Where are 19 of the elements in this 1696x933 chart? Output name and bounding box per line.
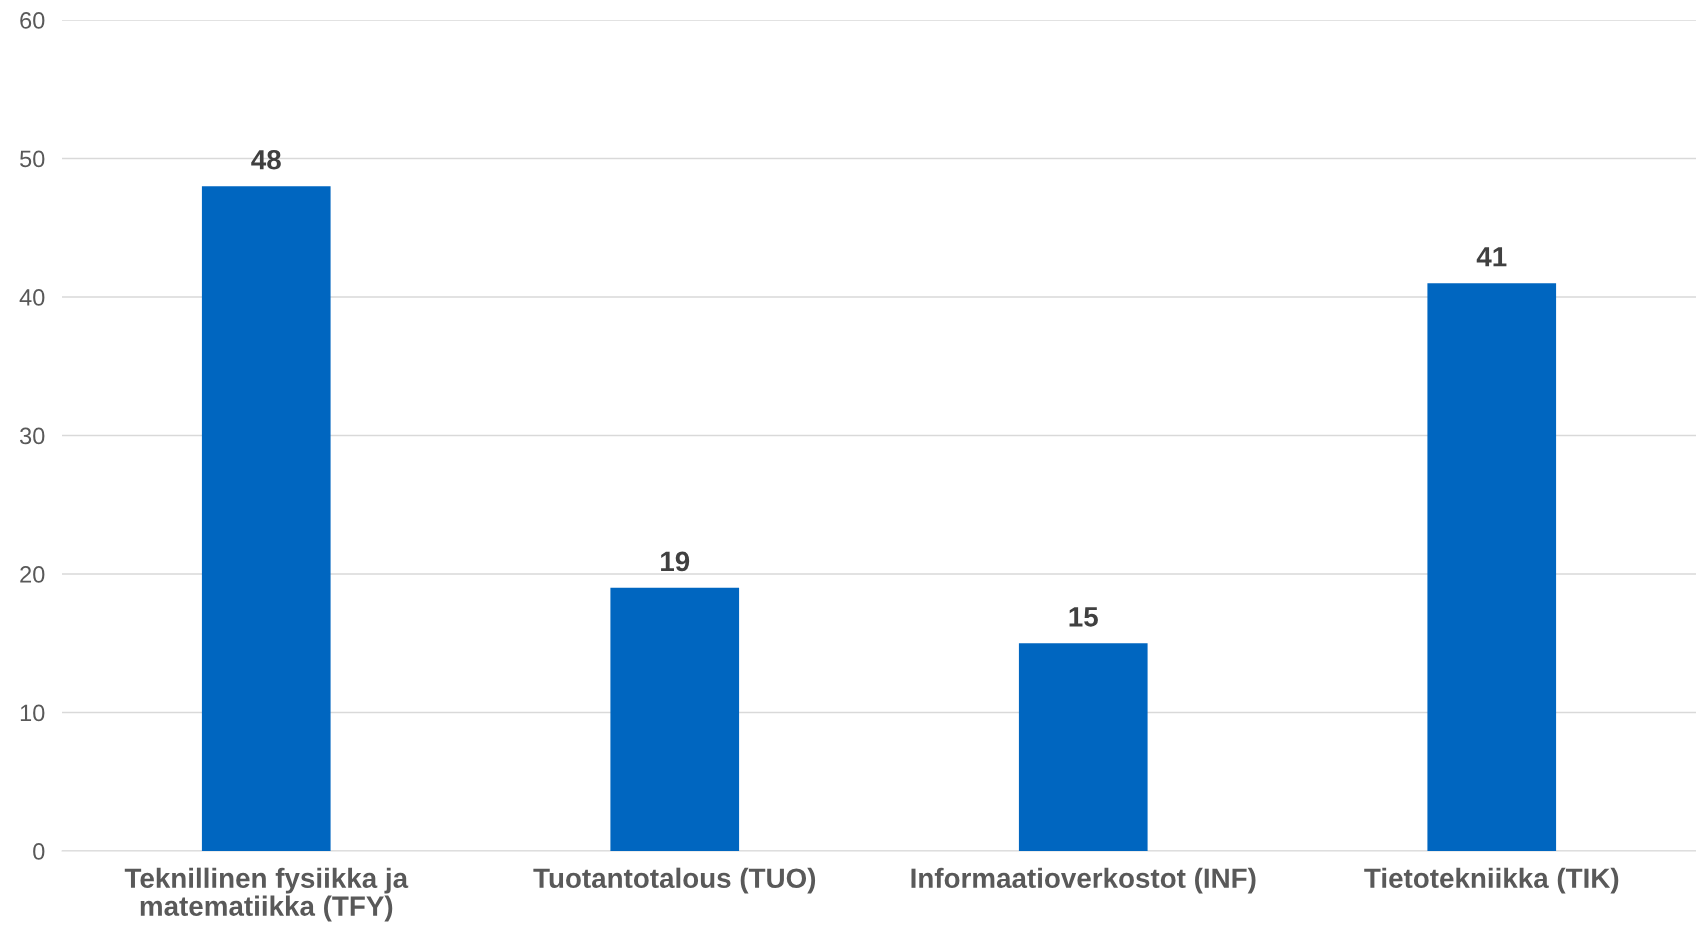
- bar: [1427, 283, 1557, 851]
- x-tick-label: Teknillinen fysiikka ja matematiikka (TFY): [124, 867, 409, 922]
- y-tick-label: 50: [20, 150, 45, 168]
- y-tick-label: 10: [20, 704, 45, 722]
- x-tick-label: Tietotekniikka (TIK): [1364, 867, 1619, 894]
- x-tick-label: Tuotantotalous (TUO): [533, 867, 816, 894]
- bar: [610, 587, 740, 851]
- data-label: 15: [1069, 607, 1098, 627]
- y-tick-label: 40: [19, 289, 45, 306]
- data-label: 41: [1476, 247, 1507, 267]
- data-label: 48: [251, 149, 281, 170]
- y-tick-label: 0: [33, 843, 45, 860]
- y-tick-label: 30: [19, 427, 45, 445]
- data-label: 19: [661, 551, 690, 572]
- x-tick-label: Informaatioverkostot (INF): [911, 867, 1256, 894]
- bar: [201, 186, 331, 851]
- y-tick-label: 20: [20, 566, 45, 583]
- y-tick-label: 60: [20, 12, 45, 29]
- bar: [1018, 643, 1148, 851]
